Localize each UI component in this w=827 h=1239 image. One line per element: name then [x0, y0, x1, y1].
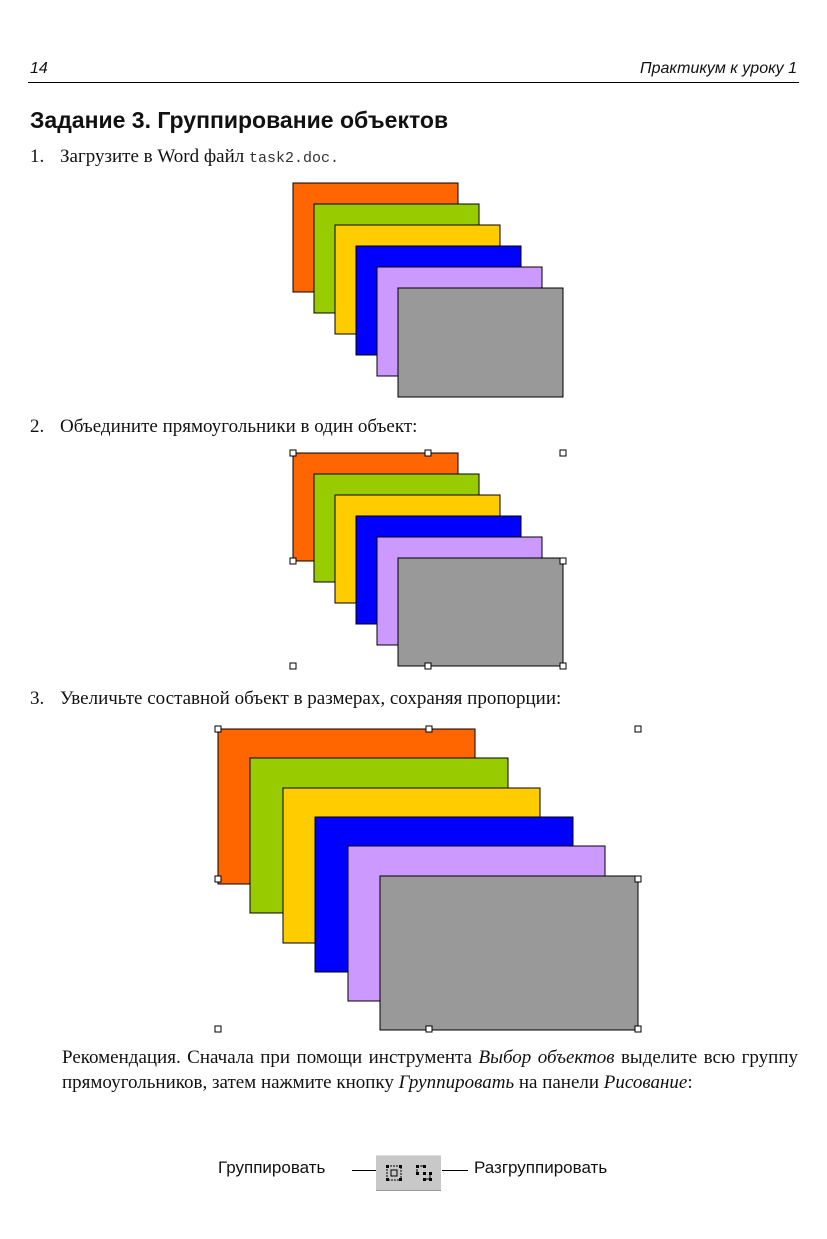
group-label: Группировать — [218, 1158, 326, 1177]
group-button[interactable] — [380, 1159, 408, 1187]
tool-name: Выбор объектов — [478, 1047, 615, 1068]
group-icon — [386, 1165, 402, 1181]
panel-name: Рисование — [603, 1072, 688, 1093]
selection-handle[interactable] — [214, 1025, 222, 1033]
selection-handle[interactable] — [424, 662, 432, 670]
step-3: 3. Увеличьте составной объект в размерах,… — [30, 688, 561, 710]
selection-handle[interactable] — [634, 725, 642, 733]
rect-gray — [397, 557, 564, 667]
step-number: 3. — [30, 688, 45, 709]
figure-grouped-rectangles — [289, 449, 567, 670]
rect-gray — [397, 287, 564, 398]
selection-handle[interactable] — [559, 662, 567, 670]
selection-handle[interactable] — [214, 875, 222, 883]
selection-handle[interactable] — [634, 1025, 642, 1033]
group-callout-line — [352, 1170, 378, 1171]
file-name: task2.doc. — [249, 150, 340, 167]
selection-handle[interactable] — [559, 449, 567, 457]
ungroup-label: Разгруппировать — [474, 1158, 608, 1177]
ungroup-callout-line — [442, 1170, 468, 1171]
header-rule — [28, 82, 799, 83]
figure-stacked-rectangles — [292, 182, 564, 398]
selection-handle[interactable] — [289, 557, 297, 565]
recommendation-text: Рекомендация. Сначала при помощи инструм… — [62, 1047, 479, 1068]
recommendation-text: выделите всю группу прямоугольников, зат… — [62, 1047, 798, 1093]
step-number: 2. — [30, 416, 45, 437]
selection-handle[interactable] — [559, 557, 567, 565]
step-text: Объедините прямоугольники в один объект: — [60, 416, 418, 437]
page-number: 14 — [30, 60, 48, 77]
step-2: 2. Объедините прямоугольники в один объек… — [30, 416, 417, 438]
recommendation-text: на панели — [514, 1072, 604, 1093]
recommendation-text: : — [687, 1072, 693, 1093]
rect-gray — [379, 875, 639, 1031]
recommendation-paragraph: Рекомендация. Сначала при помощи инструм… — [62, 1045, 798, 1095]
selection-handle[interactable] — [424, 449, 432, 457]
button-name: Группировать — [398, 1072, 515, 1093]
task-title: Задание 3. Группирование объектов — [30, 107, 449, 133]
selection-handle[interactable] — [634, 875, 642, 883]
drawing-toolbar-strip — [376, 1155, 441, 1191]
toolbar-illustration: Группировать — [0, 1155, 827, 1205]
ungroup-icon — [416, 1165, 432, 1181]
running-header: Практикум к уроку 1 — [639, 60, 797, 77]
step-1: 1. Загрузите в Word файл task2.doc. — [30, 146, 339, 168]
figure-enlarged-group — [214, 725, 642, 1033]
step-text: Увеличьте составной объект в размерах, с… — [60, 688, 562, 709]
step-text: Загрузите в Word файл — [60, 146, 250, 167]
ungroup-button[interactable] — [410, 1159, 438, 1187]
selection-handle[interactable] — [425, 725, 433, 733]
selection-handle[interactable] — [425, 1025, 433, 1033]
selection-handle[interactable] — [214, 725, 222, 733]
selection-handle[interactable] — [289, 662, 297, 670]
selection-handle[interactable] — [289, 449, 297, 457]
step-number: 1. — [30, 146, 45, 167]
